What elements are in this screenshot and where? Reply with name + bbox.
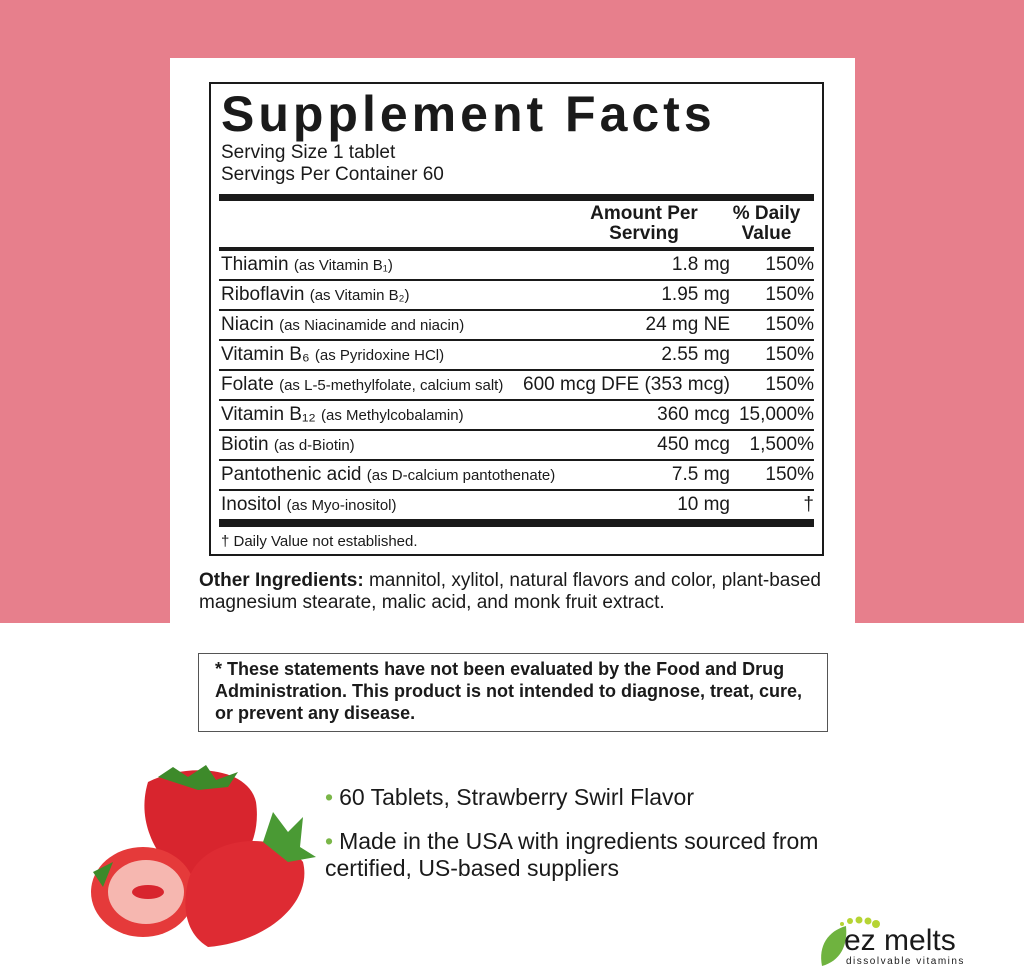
nutrient-source: (as d-Biotin) xyxy=(273,437,355,454)
logo-name: ez melts xyxy=(844,924,956,957)
strawberries-image xyxy=(91,765,316,947)
amount: 450 mcg xyxy=(657,434,730,455)
amount: 7.5 mg xyxy=(671,464,730,485)
daily-value: † xyxy=(803,494,814,515)
nutrient-name: Riboflavin (as Vitamin B₂) xyxy=(221,284,661,306)
bullet-dot-icon: • xyxy=(325,784,334,810)
nutrient-source: (as Vitamin B₂) xyxy=(309,287,410,304)
nutrient-name: Folate (as L-5-methylfolate, calcium sal… xyxy=(221,374,523,396)
thick-divider xyxy=(219,194,814,201)
daily-value: 1,500% xyxy=(749,434,814,455)
other-ingredients: Other Ingredients: mannitol, xylitol, na… xyxy=(199,570,839,614)
amount: 2.55 mg xyxy=(661,344,730,365)
daily-value: 150% xyxy=(765,314,814,335)
daily-value: 150% xyxy=(765,254,814,275)
nutrient-row: Niacin (as Niacinamide and niacin) 24 mg … xyxy=(219,311,814,341)
facts-title: Supplement Facts xyxy=(221,86,716,142)
nutrient-source: (as Myo-inositol) xyxy=(286,497,397,514)
footnote: † Daily Value not established. xyxy=(221,533,418,550)
nutrient-row: Pantothenic acid (as D-calcium pantothen… xyxy=(219,461,814,491)
amount: 360 mcg xyxy=(657,404,730,425)
bullet-dot-icon: • xyxy=(325,828,334,854)
nutrient-row: Vitamin B₁₂ (as Methylcobalamin) 360 mcg 1… xyxy=(219,401,814,431)
bullet-item: • Made in the USA with ingredients source… xyxy=(325,828,865,882)
daily-value: 150% xyxy=(765,374,814,395)
leaf-icon xyxy=(821,916,880,966)
nutrient-name: Biotin (as d-Biotin) xyxy=(221,434,657,456)
other-text: mannitol, xylitol, natural flavors and c… xyxy=(199,570,821,613)
daily-value: 150% xyxy=(765,284,814,305)
daily-value: 150% xyxy=(765,344,814,365)
nutrient-source: (as Vitamin B₁) xyxy=(293,257,393,274)
nutrient-label: Vitamin B₁₂ xyxy=(221,404,316,425)
dv-header: % Daily Value xyxy=(732,203,801,244)
label-panel xyxy=(170,58,855,648)
nutrient-row: Folate (as L-5-methylfolate, calcium sal… xyxy=(219,371,814,401)
logo-tagline: dissolvable vitamins xyxy=(846,956,965,967)
nutrient-row: Riboflavin (as Vitamin B₂) 1.95 mg 150% xyxy=(219,281,814,311)
nutrient-name: Niacin (as Niacinamide and niacin) xyxy=(221,314,646,336)
nutrient-row: Thiamin (as Vitamin B₁) 1.8 mg 150% xyxy=(219,251,814,281)
supplement-facts-panel: Supplement Facts Serving Size 1 tablet S… xyxy=(209,82,824,556)
nutrient-source: (as D-calcium pantothenate) xyxy=(366,467,556,484)
serving-size: Serving Size 1 tablet xyxy=(221,142,396,163)
nutrient-name: Vitamin B₁₂ (as Methylcobalamin) xyxy=(221,404,657,426)
daily-value: 15,000% xyxy=(738,404,814,425)
nutrient-source: (as Pyridoxine HCl) xyxy=(314,347,445,364)
amount: 1.8 mg xyxy=(671,254,730,275)
fda-disclaimer: * These statements have not been evaluat… xyxy=(198,653,828,732)
nutrient-label: Thiamin xyxy=(221,254,289,275)
column-headers: Amount Per Serving % Daily Value xyxy=(219,201,814,247)
nutrient-source: (as Methylcobalamin) xyxy=(321,407,464,424)
nutrient-label: Niacin xyxy=(221,314,274,335)
nutrient-rows: Thiamin (as Vitamin B₁) 1.8 mg 150% Ribofla… xyxy=(219,251,814,519)
nutrient-name: Pantothenic acid (as D-calcium pantothen… xyxy=(221,464,672,486)
nutrient-label: Vitamin B₆ xyxy=(221,344,310,365)
nutrient-name: Vitamin B₆ (as Pyridoxine HCl) xyxy=(221,344,661,366)
amount: 1.95 mg xyxy=(661,284,730,305)
nutrient-row: Vitamin B₆ (as Pyridoxine HCl) 2.55 mg 150… xyxy=(219,341,814,371)
nutrient-name: Inositol (as Myo-inositol) xyxy=(221,494,677,516)
nutrient-label: Pantothenic acid xyxy=(221,464,362,485)
other-label: Other Ingredients: xyxy=(199,570,364,591)
divider xyxy=(219,247,814,251)
nutrient-row: Biotin (as d-Biotin) 450 mcg 1,500% xyxy=(219,431,814,461)
bullet-item: • 60 Tablets, Strawberry Swirl Flavor xyxy=(325,784,694,811)
amount: 24 mg NE xyxy=(645,314,730,335)
bullet-text: Made in the USA with ingredients sourced… xyxy=(325,828,819,881)
nutrient-label: Biotin xyxy=(221,434,269,455)
nutrient-source: (as L-5-methylfolate, calcium salt) xyxy=(279,377,504,394)
amount: 600 mcg DFE (353 mcg) xyxy=(523,374,730,395)
nutrient-label: Inositol xyxy=(221,494,282,515)
nutrient-row: Inositol (as Myo-inositol) 10 mg † xyxy=(219,491,814,519)
thick-divider xyxy=(219,519,814,527)
nutrient-name: Thiamin (as Vitamin B₁) xyxy=(221,254,672,276)
nutrient-label: Folate xyxy=(221,374,274,395)
amount: 10 mg xyxy=(677,494,730,515)
daily-value: 150% xyxy=(765,464,814,485)
nutrient-source: (as Niacinamide and niacin) xyxy=(279,317,465,334)
amount-header: Amount Per Serving xyxy=(590,203,698,244)
nutrient-label: Riboflavin xyxy=(221,284,305,305)
servings-per-container: Servings Per Container 60 xyxy=(221,164,444,185)
bullet-text: 60 Tablets, Strawberry Swirl Flavor xyxy=(339,784,694,810)
